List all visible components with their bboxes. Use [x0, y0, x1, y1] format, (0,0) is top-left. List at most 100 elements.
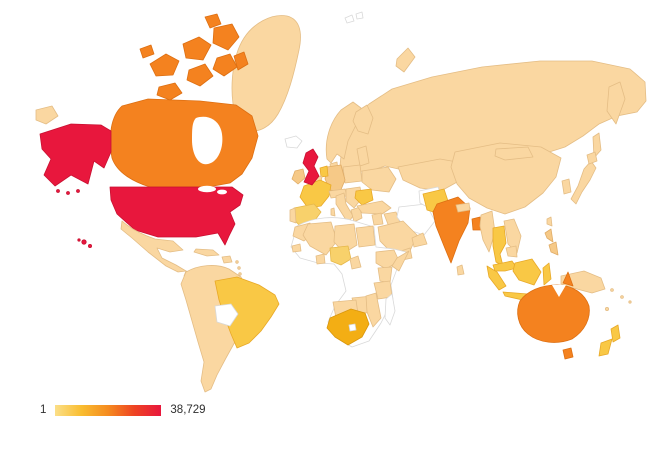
region-ukraine[interactable]	[361, 166, 397, 193]
country-usa-mainland[interactable]	[109, 186, 244, 246]
country-indonesia-borneo[interactable]	[512, 258, 542, 286]
legend-min-label: 1	[40, 404, 47, 416]
country-italy[interactable]	[335, 192, 354, 224]
country-japan-hokkaido[interactable]	[586, 151, 598, 165]
region-central-europe[interactable]	[342, 164, 363, 184]
great-lakes-1	[198, 185, 216, 193]
country-indonesia-sulawesi[interactable]	[542, 262, 552, 286]
country-mozambique[interactable]	[365, 292, 382, 328]
country-south-africa[interactable]	[326, 308, 370, 346]
country-cameroon[interactable]	[349, 255, 362, 270]
country-nigeria[interactable]	[329, 245, 352, 266]
country-somalia[interactable]	[391, 250, 410, 272]
country-malaysia[interactable]	[492, 260, 518, 272]
region-baltics[interactable]	[356, 145, 370, 167]
region-scandinavia[interactable]	[325, 101, 362, 164]
country-iceland[interactable]	[284, 135, 303, 149]
country-portugal[interactable]	[289, 207, 297, 224]
country-usa-hawaii-2[interactable]	[88, 243, 93, 248]
country-canada-arctic-4[interactable]	[186, 63, 214, 87]
country-kenya[interactable]	[377, 266, 393, 284]
region-pacific-island-1[interactable]	[610, 288, 614, 292]
country-canada-arctic-8[interactable]	[204, 13, 222, 29]
great-lakes-2	[217, 189, 227, 195]
country-ireland[interactable]	[291, 168, 306, 185]
region-antilles-1[interactable]	[235, 260, 239, 264]
country-libya[interactable]	[333, 223, 358, 254]
region-pacific-island-3[interactable]	[605, 306, 610, 311]
country-bangladesh[interactable]	[471, 216, 482, 231]
region-pacific-island-2[interactable]	[620, 295, 624, 299]
country-indonesia-sumatra[interactable]	[486, 265, 507, 291]
country-finland[interactable]	[352, 104, 374, 135]
country-senegal[interactable]	[291, 243, 302, 253]
country-india[interactable]	[432, 196, 471, 264]
legend-max-label: 38,729	[170, 404, 206, 416]
country-svalbard[interactable]	[344, 14, 355, 24]
country-italy-sardinia[interactable]	[330, 207, 336, 217]
country-united-kingdom[interactable]	[302, 148, 320, 186]
country-russia-kamchatka[interactable]	[606, 81, 626, 125]
country-new-zealand-north[interactable]	[610, 324, 621, 343]
country-canada[interactable]	[109, 98, 259, 188]
country-usa-aleutians-1[interactable]	[56, 189, 60, 193]
country-australia[interactable]	[517, 284, 590, 343]
country-usa-aleutians-2[interactable]	[66, 191, 70, 195]
country-russia-chukotka[interactable]	[35, 105, 59, 125]
country-thailand[interactable]	[492, 225, 507, 267]
region-antilles-2[interactable]	[237, 266, 241, 270]
country-canada-arctic-5[interactable]	[156, 82, 183, 101]
region-levant[interactable]	[371, 212, 384, 226]
country-usa-aleutians-3[interactable]	[76, 189, 80, 193]
country-australia-cape-york[interactable]	[562, 271, 574, 287]
country-mexico[interactable]	[120, 220, 187, 273]
legend-gradient-bar	[55, 405, 162, 416]
country-usa-hawaii-1[interactable]	[81, 239, 87, 245]
region-bolivia-paraguay[interactable]	[214, 303, 239, 327]
country-canada-baffin[interactable]	[233, 51, 249, 71]
country-mongolia[interactable]	[494, 146, 534, 161]
country-cambodia[interactable]	[505, 245, 518, 258]
country-cuba[interactable]	[193, 248, 220, 257]
country-nepal[interactable]	[455, 202, 471, 213]
country-netherlands[interactable]	[319, 165, 329, 178]
country-canada-arctic-1[interactable]	[149, 53, 180, 77]
country-egypt[interactable]	[355, 225, 376, 248]
gulf-of-carpentaria	[552, 285, 566, 297]
hudson-bay	[192, 116, 223, 165]
country-algeria[interactable]	[302, 221, 338, 256]
country-south-korea[interactable]	[561, 178, 572, 195]
country-lesotho[interactable]	[348, 323, 357, 332]
country-canada-arctic-7[interactable]	[139, 44, 155, 59]
region-pacific-island-4[interactable]	[628, 300, 632, 304]
country-france[interactable]	[299, 179, 332, 209]
country-philippines-mindanao[interactable]	[548, 241, 559, 256]
country-usa-hawaii-3[interactable]	[77, 238, 81, 242]
region-central-asia[interactable]	[397, 158, 464, 192]
country-new-zealand-south[interactable]	[598, 338, 613, 357]
country-papua-new-guinea[interactable]	[560, 270, 606, 294]
country-madagascar[interactable]	[384, 293, 396, 326]
country-japan[interactable]	[570, 160, 597, 205]
country-canada-arctic-2[interactable]	[182, 36, 212, 61]
country-ghana[interactable]	[315, 253, 326, 265]
region-gulf-states[interactable]	[411, 232, 428, 248]
map-legend: 1 38,729	[40, 404, 206, 416]
country-taiwan[interactable]	[546, 216, 553, 227]
country-svalbard-2[interactable]	[355, 11, 364, 20]
country-sri-lanka[interactable]	[456, 264, 465, 276]
country-romania[interactable]	[354, 188, 374, 206]
country-russia-novaya-zemlya[interactable]	[395, 47, 416, 73]
region-hispaniola[interactable]	[221, 255, 233, 264]
country-canada-arctic-6[interactable]	[212, 53, 238, 77]
country-myanmar[interactable]	[479, 210, 496, 253]
region-antilles-3[interactable]	[238, 272, 242, 276]
country-usa-alaska[interactable]	[39, 123, 112, 187]
country-turkey[interactable]	[356, 200, 392, 215]
country-canada-arctic-3[interactable]	[212, 23, 240, 51]
country-greece[interactable]	[350, 206, 363, 223]
country-australia-tasmania[interactable]	[562, 347, 574, 360]
country-philippines-luzon[interactable]	[544, 228, 554, 243]
country-china[interactable]	[450, 142, 562, 215]
